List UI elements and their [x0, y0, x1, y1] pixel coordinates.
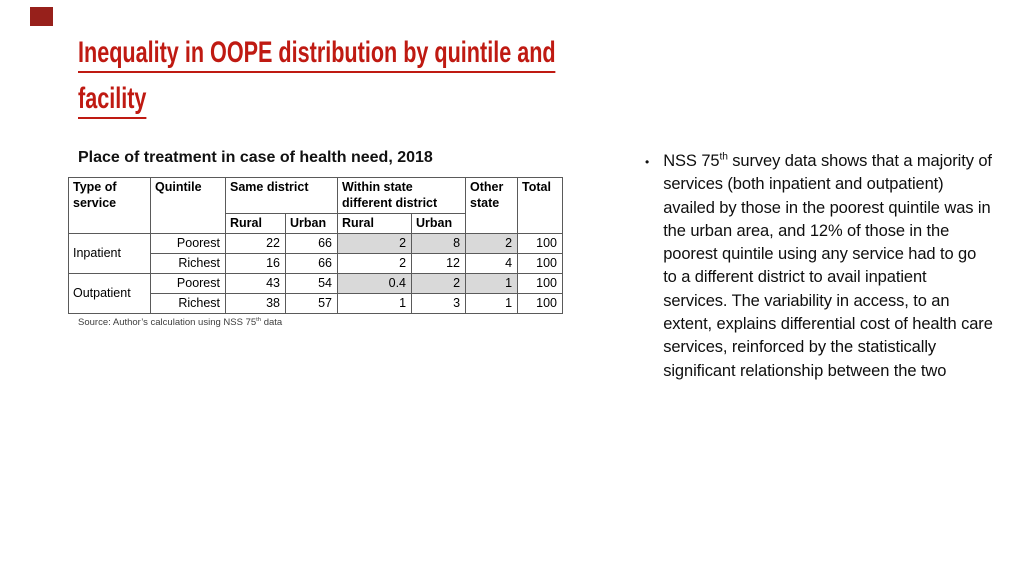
cell-same-rural: 43	[225, 272, 286, 294]
cell-same-urban: 66	[284, 232, 339, 254]
cell-total: 100	[517, 232, 564, 254]
cell-other-state: 1	[465, 292, 519, 314]
table-heading: Place of treatment in case of health nee…	[78, 149, 433, 166]
corner-accent-mark	[30, 7, 53, 26]
bullet-superscript: th	[719, 151, 728, 163]
cell-within-urban: 12	[411, 252, 467, 274]
cell-total: 100	[517, 252, 564, 274]
cell-total: 100	[517, 272, 564, 294]
table-row-inpatient-richest: Richest 16 66 2 12 4 100	[69, 252, 564, 274]
slide-title: Inequality in OOPE distribution by quint…	[78, 30, 556, 122]
cell-quintile: Richest	[150, 292, 226, 314]
table-container: Type of service Quintile Same district W…	[68, 177, 564, 314]
sub-header-same-rural: Rural	[225, 212, 286, 234]
cell-within-rural: 1	[337, 292, 413, 314]
table-row-inpatient-poorest: Inpatient Poorest 22 66 2 8 2 100	[68, 232, 564, 274]
col-header-same-district: Same district	[224, 177, 339, 214]
cell-total: 100	[517, 292, 564, 314]
sub-header-within-urban: Urban	[411, 212, 467, 234]
cell-within-rural: 0.4	[337, 272, 413, 294]
cell-within-urban: 3	[411, 292, 467, 314]
cell-same-urban: 54	[284, 272, 339, 294]
cell-within-urban: 2	[411, 272, 467, 294]
cell-same-urban: 66	[284, 252, 339, 274]
table-row-outpatient-poorest: Outpatient Poorest 43 54 0.4 2 1 100	[68, 272, 564, 314]
header-row-groups: Type of service Quintile Same district W…	[68, 177, 564, 234]
sub-header-within-rural: Rural	[337, 212, 413, 234]
col-header-total: Total	[517, 177, 564, 234]
cell-within-urban: 8	[411, 232, 467, 254]
col-header-within-state: Within state different district	[337, 177, 467, 214]
cell-same-rural: 38	[225, 292, 286, 314]
cell-same-rural: 22	[225, 232, 286, 254]
cell-quintile: Richest	[150, 252, 226, 274]
col-header-other-state: Other state	[465, 177, 519, 234]
col-header-type-of-service: Type of service	[68, 177, 151, 234]
cell-service-inpatient: Inpatient	[68, 232, 151, 274]
cell-quintile: Poorest	[150, 272, 226, 294]
source-note: Source: Author’s calculation using NSS 7…	[78, 316, 283, 328]
cell-other-state: 1	[465, 272, 519, 294]
bullet-marker: •	[645, 155, 650, 169]
slide-title-line1: Inequality in OOPE distribution by quint…	[78, 30, 556, 76]
source-superscript: th	[256, 316, 262, 323]
cell-within-rural: 2	[337, 232, 413, 254]
cell-other-state: 2	[465, 232, 519, 254]
bullet-point: • NSS 75th survey data shows that a majo…	[645, 150, 993, 383]
cell-quintile: Poorest	[150, 232, 226, 254]
sub-header-same-urban: Urban	[284, 212, 339, 234]
cell-service-outpatient: Outpatient	[68, 272, 151, 314]
col-header-quintile: Quintile	[150, 177, 226, 234]
table-row-outpatient-richest: Richest 38 57 1 3 1 100	[69, 292, 564, 314]
cell-other-state: 4	[465, 252, 519, 274]
slide-title-line2: facility	[78, 76, 556, 122]
cell-same-urban: 57	[284, 292, 339, 314]
cell-within-rural: 2	[337, 252, 413, 274]
treatment-table: Type of service Quintile Same district W…	[68, 177, 564, 314]
bullet-text: NSS 75th survey data shows that a majori…	[663, 151, 993, 380]
cell-same-rural: 16	[225, 252, 286, 274]
